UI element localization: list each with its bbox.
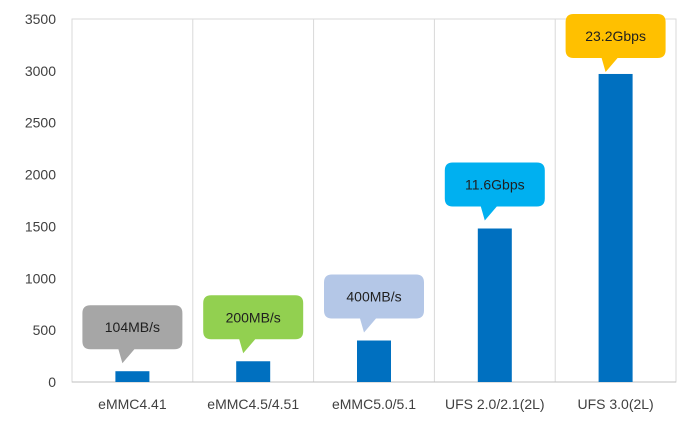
y-tick-label: 3000 [25, 63, 56, 79]
y-tick-label: 0 [48, 374, 56, 390]
x-tick-label: eMMC4.41 [98, 396, 167, 412]
x-tick-label: UFS 2.0/2.1(2L) [445, 396, 545, 412]
callout-bubble [444, 162, 545, 221]
y-tick-label: 500 [33, 322, 57, 338]
callout-bubble [565, 14, 666, 72]
callout-bubble [203, 295, 304, 354]
callout-label: 104MB/s [105, 319, 160, 335]
callout-bubble [82, 305, 183, 364]
callout-bubble [324, 274, 424, 333]
y-tick-label: 1500 [25, 218, 56, 234]
callout-label: 11.6Gbps [465, 177, 525, 193]
callout-label: 23.2Gbps [585, 28, 646, 44]
callout-label: 400MB/s [346, 289, 401, 305]
callout-label: 200MB/s [226, 309, 281, 325]
callout-layer: 104MB/s 200MB/s 400MB/s 11.6Gbps 23.2Gbps [82, 14, 666, 364]
bar-layer [115, 73, 633, 383]
x-tick-label: UFS 3.0(2L) [577, 396, 653, 412]
bar [236, 361, 271, 382]
x-tick-label: eMMC5.0/5.1 [332, 396, 416, 412]
bar [357, 340, 391, 382]
axis-layer: 0 500 1000 1500 2000 2500 3000 3500 eMMC4.41 eMMC… [25, 11, 676, 412]
y-tick-label: 2000 [25, 167, 56, 183]
bar [115, 371, 150, 382]
bar [477, 228, 512, 382]
bar [598, 73, 633, 383]
y-tick-label: 1000 [25, 270, 56, 286]
x-tick-label: eMMC4.5/4.51 [207, 396, 299, 412]
y-tick-label: 2500 [25, 115, 56, 131]
y-tick-label: 3500 [25, 11, 56, 27]
